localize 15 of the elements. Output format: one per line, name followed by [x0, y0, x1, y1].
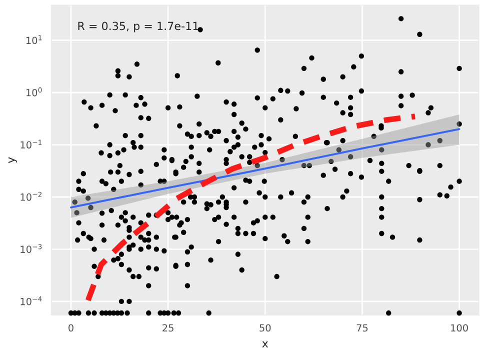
x-tick-label: 25: [162, 324, 174, 332]
y-tick-label: 10$^{−2}$: [20, 192, 42, 201]
x-axis-title: x: [262, 341, 268, 348]
y-tick-label: 10$^{0}$: [26, 87, 42, 96]
y-tick-label: 10$^{−4}$: [20, 296, 42, 306]
line-series: [70, 128, 460, 208]
y-tick-label: 10$^{1}$: [26, 35, 42, 44]
y-axis-title: y: [8, 157, 17, 164]
y-tick-label: 10$^{−1}$: [20, 140, 42, 149]
x-tick-label: 50: [260, 324, 271, 332]
y-tick-label: 10$^{−3}$: [20, 244, 42, 253]
x-tick-label: 0: [68, 324, 74, 332]
x-tick-label: 75: [356, 324, 368, 332]
annotation: R = 0.35, p = 1.7e-11: [78, 22, 198, 32]
x-tick-label: 100: [451, 324, 468, 332]
